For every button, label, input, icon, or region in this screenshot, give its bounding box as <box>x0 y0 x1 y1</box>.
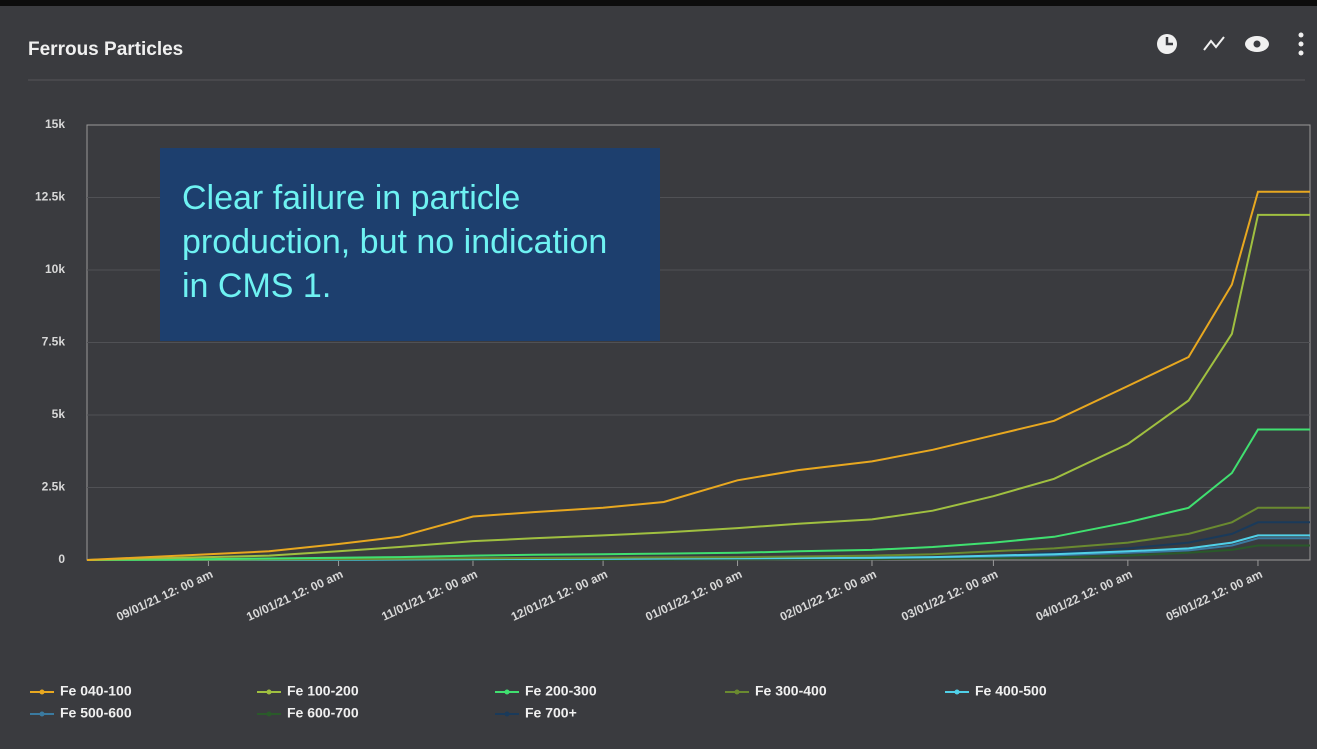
legend-label: Fe 100-200 <box>287 683 359 699</box>
toolbar <box>1157 32 1304 56</box>
x-tick-label: 12/01/21 12: 00 am <box>509 567 610 624</box>
legend-dot <box>504 711 510 717</box>
legend-dot <box>504 689 510 695</box>
y-tick-label: 15k <box>45 117 65 131</box>
legend-label: Fe 500-600 <box>60 705 132 721</box>
series-line <box>86 521 1310 561</box>
series-line <box>86 506 1310 561</box>
x-tick-label: 11/01/21 12: 00 am <box>379 567 479 624</box>
y-tick-label: 7.5k <box>42 335 66 349</box>
y-tick-label: 10k <box>45 262 65 276</box>
legend-dot <box>954 689 960 695</box>
legend-label: Fe 200-300 <box>525 683 597 699</box>
top-border <box>0 0 1317 6</box>
series-line <box>86 428 1310 561</box>
series-line <box>86 190 1310 561</box>
x-tick-label: 03/01/22 12: 00 am <box>899 567 1000 624</box>
legend-label: Fe 400-500 <box>975 683 1047 699</box>
x-tick-label: 09/01/21 12: 00 am <box>114 567 215 624</box>
legend-label: Fe 600-700 <box>287 705 359 721</box>
legend-dot <box>39 689 45 695</box>
x-tick-label: 01/01/22 12: 00 am <box>643 567 744 624</box>
series-line <box>86 213 1310 561</box>
legend-label: Fe 040-100 <box>60 683 132 699</box>
legend-dot <box>266 689 272 695</box>
x-tick-label: 04/01/22 12: 00 am <box>1034 567 1135 624</box>
annotation: Clear failure in particle production, bu… <box>160 148 660 341</box>
legend-dot <box>39 711 45 717</box>
x-tick-label: 10/01/21 12: 00 am <box>244 567 345 624</box>
y-tick-label: 5k <box>52 407 66 421</box>
x-tick-label: 02/01/22 12: 00 am <box>778 567 879 624</box>
legend-dot <box>734 689 740 695</box>
legend-label: Fe 300-400 <box>755 683 827 699</box>
menu-icon[interactable] <box>1298 32 1304 56</box>
legend-dot <box>266 711 272 717</box>
y-tick-label: 2.5k <box>42 480 66 494</box>
y-tick-label: 12.5k <box>35 190 65 204</box>
trend-icon[interactable] <box>1203 36 1225 51</box>
x-tick-label: 05/01/22 12: 00 am <box>1164 567 1265 624</box>
y-tick-label: 0 <box>58 552 65 566</box>
chart-title: Ferrous Particles <box>28 39 183 60</box>
legend-label: Fe 700+ <box>525 705 577 721</box>
